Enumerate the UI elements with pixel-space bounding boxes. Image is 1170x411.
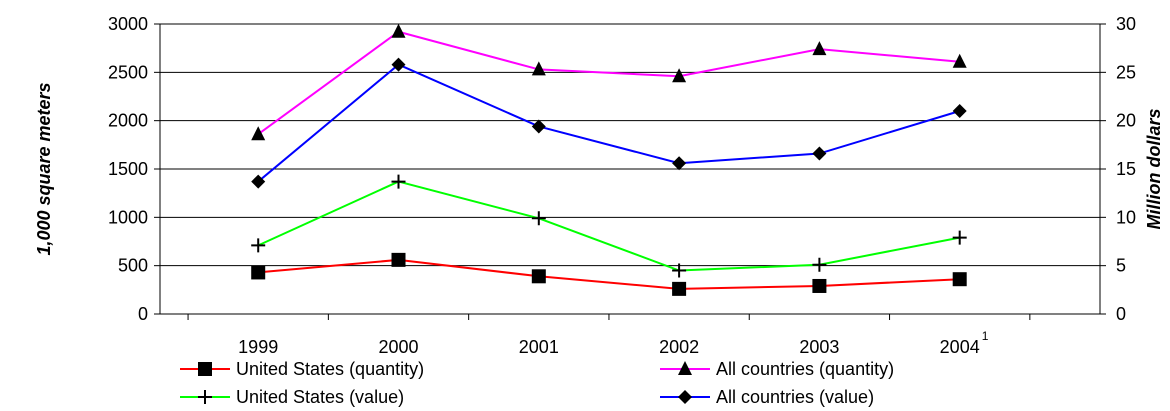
right-tick-label: 20 (1116, 111, 1136, 131)
data-point (672, 263, 687, 278)
footnote-marker: 1 (982, 329, 989, 343)
legend-item: All countries (quantity) (660, 359, 894, 379)
left-tick-label: 3000 (108, 14, 148, 34)
data-point (672, 281, 687, 296)
right-tick-label: 15 (1116, 159, 1136, 179)
series-0 (251, 252, 967, 296)
gridlines (160, 71, 1100, 267)
data-point (812, 257, 827, 272)
left-tick-label: 1000 (108, 207, 148, 227)
data-point (531, 119, 546, 134)
data-point (812, 146, 827, 161)
data-point (251, 265, 266, 280)
x-tick-label: 2000 (378, 337, 418, 357)
left-tick-label: 500 (118, 256, 148, 276)
right-axis-title: Million dollars (1144, 108, 1164, 229)
data-point (391, 252, 406, 267)
series-line (257, 30, 960, 136)
data-point (672, 68, 687, 83)
left-axis-title: 1,000 square meters (34, 82, 54, 255)
x-tick-label: 2001 (519, 337, 559, 357)
left-tick-label: 1500 (108, 159, 148, 179)
left-tick-label: 2000 (108, 111, 148, 131)
legend-swatch-marker (678, 361, 692, 375)
legend-label: All countries (quantity) (716, 359, 894, 379)
series-group (251, 23, 967, 296)
data-point (391, 174, 406, 189)
data-point (952, 104, 967, 118)
data-point (952, 230, 967, 245)
x-tick-label: 2004 (940, 337, 980, 357)
data-point (391, 23, 406, 38)
legend: United States (quantity) All countries (q… (180, 359, 894, 407)
legend-label: United States (value) (236, 387, 404, 407)
data-point (251, 238, 266, 253)
left-axis-ticks: 0 500 1000 1500 2000 2500 3000 (108, 14, 160, 324)
legend-label: United States (quantity) (236, 359, 424, 379)
legend-label: All countries (value) (716, 387, 874, 407)
legend-swatch-marker (198, 362, 212, 376)
data-point (672, 156, 687, 171)
series-3 (251, 57, 967, 189)
legend-swatch-marker (678, 390, 692, 404)
data-point (812, 41, 827, 56)
data-point (531, 269, 546, 284)
left-tick-label: 0 (138, 304, 148, 324)
series-line (257, 63, 960, 183)
data-point (251, 174, 266, 189)
data-point (952, 53, 967, 68)
data-point (251, 126, 266, 141)
right-tick-label: 25 (1116, 62, 1136, 82)
series-line (258, 258, 960, 290)
x-tick-label: 2002 (659, 337, 699, 357)
data-point (952, 272, 967, 287)
legend-item: United States (value) (180, 387, 404, 407)
x-tick-label: 2003 (799, 337, 839, 357)
right-tick-label: 0 (1116, 304, 1126, 324)
series-1 (251, 23, 967, 141)
right-tick-label: 30 (1116, 14, 1136, 34)
right-axis-ticks: 0 5 10 15 20 25 30 (1100, 14, 1136, 324)
left-tick-label: 2500 (108, 62, 148, 82)
data-point (531, 211, 546, 226)
legend-item: All countries (value) (660, 387, 874, 407)
x-tick-label: 1999 (238, 337, 278, 357)
series-2 (251, 174, 967, 278)
data-point (812, 278, 827, 293)
right-tick-label: 10 (1116, 207, 1136, 227)
legend-swatch-marker (198, 390, 212, 404)
legend-item: United States (quantity) (180, 359, 424, 379)
data-point (531, 61, 546, 76)
series-line (257, 180, 960, 272)
right-tick-label: 5 (1116, 256, 1126, 276)
data-point (391, 57, 406, 72)
